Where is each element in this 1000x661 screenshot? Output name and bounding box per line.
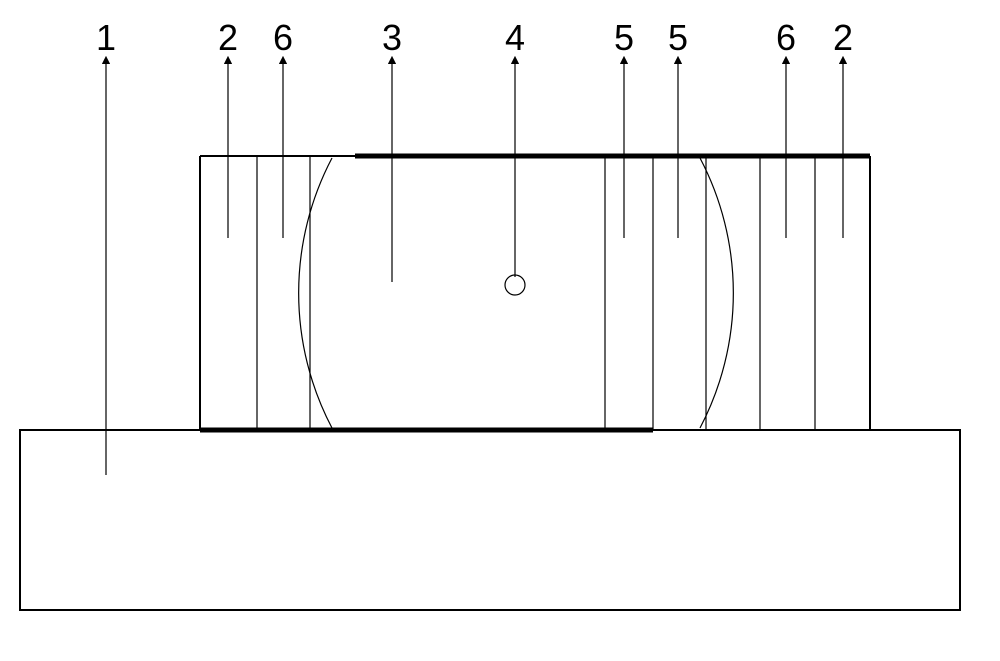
label-5b: 5	[668, 17, 688, 58]
diagram-canvas: 126345562	[0, 0, 1000, 661]
label-1: 1	[96, 17, 116, 58]
label-6R: 6	[776, 17, 796, 58]
lens-right-arc	[700, 158, 733, 428]
diagram-svg: 126345562	[0, 0, 1000, 661]
center-dot	[505, 275, 525, 295]
label-6L: 6	[273, 17, 293, 58]
label-4: 4	[505, 17, 525, 58]
label-2L: 2	[218, 17, 238, 58]
base-substrate	[20, 430, 960, 610]
lens-left-arc	[299, 158, 332, 428]
label-2R: 2	[833, 17, 853, 58]
label-5a: 5	[614, 17, 634, 58]
label-3: 3	[382, 17, 402, 58]
